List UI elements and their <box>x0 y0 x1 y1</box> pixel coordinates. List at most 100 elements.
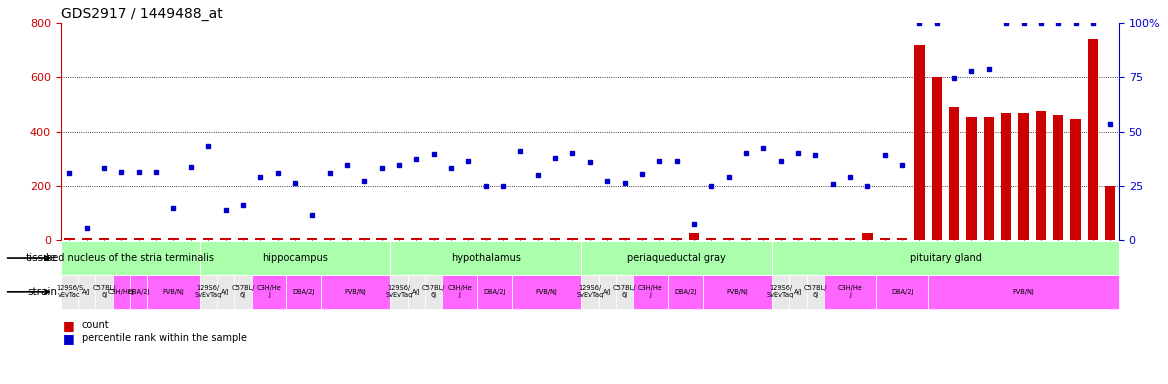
Text: DBA/2J: DBA/2J <box>292 289 315 295</box>
Text: A/J: A/J <box>794 289 802 295</box>
Bar <box>325 238 335 240</box>
Text: periaqueductal gray: periaqueductal gray <box>627 253 726 263</box>
Bar <box>844 238 855 240</box>
Text: GDS2917 / 1449488_at: GDS2917 / 1449488_at <box>61 7 222 21</box>
Bar <box>221 238 231 240</box>
Text: C3H/He
J: C3H/He J <box>257 285 281 298</box>
Bar <box>948 107 959 240</box>
Text: 129S6/
SvEvTaq: 129S6/ SvEvTaq <box>767 285 794 298</box>
Bar <box>637 238 647 240</box>
Text: DBA/2J: DBA/2J <box>674 289 696 295</box>
Bar <box>793 238 804 240</box>
Text: 129S6/
SvEvTaq: 129S6/ SvEvTaq <box>195 285 222 298</box>
Text: C57BL/
6J: C57BL/ 6J <box>804 285 827 298</box>
Bar <box>480 238 491 240</box>
Bar <box>255 238 265 240</box>
Bar <box>533 238 543 240</box>
Bar <box>550 238 561 240</box>
Text: bed nucleus of the stria terminalis: bed nucleus of the stria terminalis <box>46 253 214 263</box>
Bar <box>394 238 404 240</box>
Text: hippocampus: hippocampus <box>262 253 328 263</box>
Text: ■: ■ <box>63 332 75 345</box>
Bar <box>307 238 318 240</box>
Bar <box>429 238 439 240</box>
Text: C57BL/
6J: C57BL/ 6J <box>231 285 255 298</box>
Bar <box>464 238 473 240</box>
Bar <box>446 238 457 240</box>
Text: C57BL/
6J: C57BL/ 6J <box>613 285 637 298</box>
Text: DBA/2J: DBA/2J <box>891 289 913 295</box>
Text: A/J: A/J <box>412 289 420 295</box>
Bar <box>168 238 179 240</box>
Bar <box>827 238 837 240</box>
Bar <box>411 238 422 240</box>
Text: A/J: A/J <box>603 289 612 295</box>
Bar <box>776 238 786 240</box>
Text: hypothalamus: hypothalamus <box>451 253 521 263</box>
Text: pituitary gland: pituitary gland <box>910 253 981 263</box>
Text: tissue: tissue <box>26 253 57 263</box>
Text: 129S6/S
vEvTac: 129S6/S vEvTac <box>56 285 83 298</box>
Bar <box>151 238 161 240</box>
Text: ■: ■ <box>63 319 75 332</box>
Bar <box>619 238 630 240</box>
Text: C3H/He
J: C3H/He J <box>837 285 862 298</box>
Bar <box>1070 119 1080 240</box>
Bar <box>186 238 196 240</box>
Bar <box>932 77 943 240</box>
Text: count: count <box>82 320 110 330</box>
Bar <box>237 238 248 240</box>
Text: FVB/NJ: FVB/NJ <box>162 289 185 295</box>
Bar <box>585 238 595 240</box>
Bar <box>1054 115 1063 240</box>
Bar <box>983 117 994 240</box>
Text: 129S6/
SvEvTaq: 129S6/ SvEvTaq <box>385 285 412 298</box>
Text: C3H/He
J: C3H/He J <box>638 285 663 298</box>
Bar <box>862 233 872 240</box>
Bar <box>602 238 612 240</box>
Bar <box>707 238 716 240</box>
Bar <box>723 238 734 240</box>
Bar <box>515 238 526 240</box>
Text: A/J: A/J <box>83 289 91 295</box>
Text: FVB/NJ: FVB/NJ <box>536 289 557 295</box>
Bar <box>880 238 890 240</box>
Bar <box>1001 113 1011 240</box>
Text: C3H/He
J: C3H/He J <box>447 285 472 298</box>
Text: DBA/2J: DBA/2J <box>484 289 506 295</box>
Text: C57BL/
6J: C57BL/ 6J <box>92 285 116 298</box>
Text: A/J: A/J <box>221 289 230 295</box>
Bar <box>342 238 353 240</box>
Bar <box>1036 111 1047 240</box>
Bar <box>966 117 976 240</box>
Bar <box>82 238 92 240</box>
Bar <box>1087 39 1098 240</box>
Text: DBA/2J: DBA/2J <box>127 289 150 295</box>
Bar <box>897 238 908 240</box>
Bar <box>915 45 925 240</box>
Bar <box>290 238 300 240</box>
Text: C3H/HeJ: C3H/HeJ <box>109 289 134 295</box>
Bar <box>568 238 578 240</box>
Bar <box>376 238 387 240</box>
Text: FVB/NJ: FVB/NJ <box>1013 289 1035 295</box>
Bar <box>1018 113 1029 240</box>
Text: percentile rank within the sample: percentile rank within the sample <box>82 333 246 343</box>
Text: strain: strain <box>27 287 57 297</box>
Bar <box>64 238 75 240</box>
Bar <box>99 238 110 240</box>
Bar <box>498 238 508 240</box>
Bar <box>672 238 682 240</box>
Bar <box>272 238 283 240</box>
Bar <box>117 238 126 240</box>
Bar <box>1105 186 1115 240</box>
Bar <box>654 238 665 240</box>
Bar <box>811 238 821 240</box>
Text: C57BL/
6J: C57BL/ 6J <box>422 285 445 298</box>
Text: 129S6/
SvEvTaq: 129S6/ SvEvTaq <box>576 285 604 298</box>
Bar <box>758 238 769 240</box>
Bar <box>359 238 369 240</box>
Text: FVB/NJ: FVB/NJ <box>726 289 749 295</box>
Bar <box>741 238 751 240</box>
Text: FVB/NJ: FVB/NJ <box>345 289 367 295</box>
